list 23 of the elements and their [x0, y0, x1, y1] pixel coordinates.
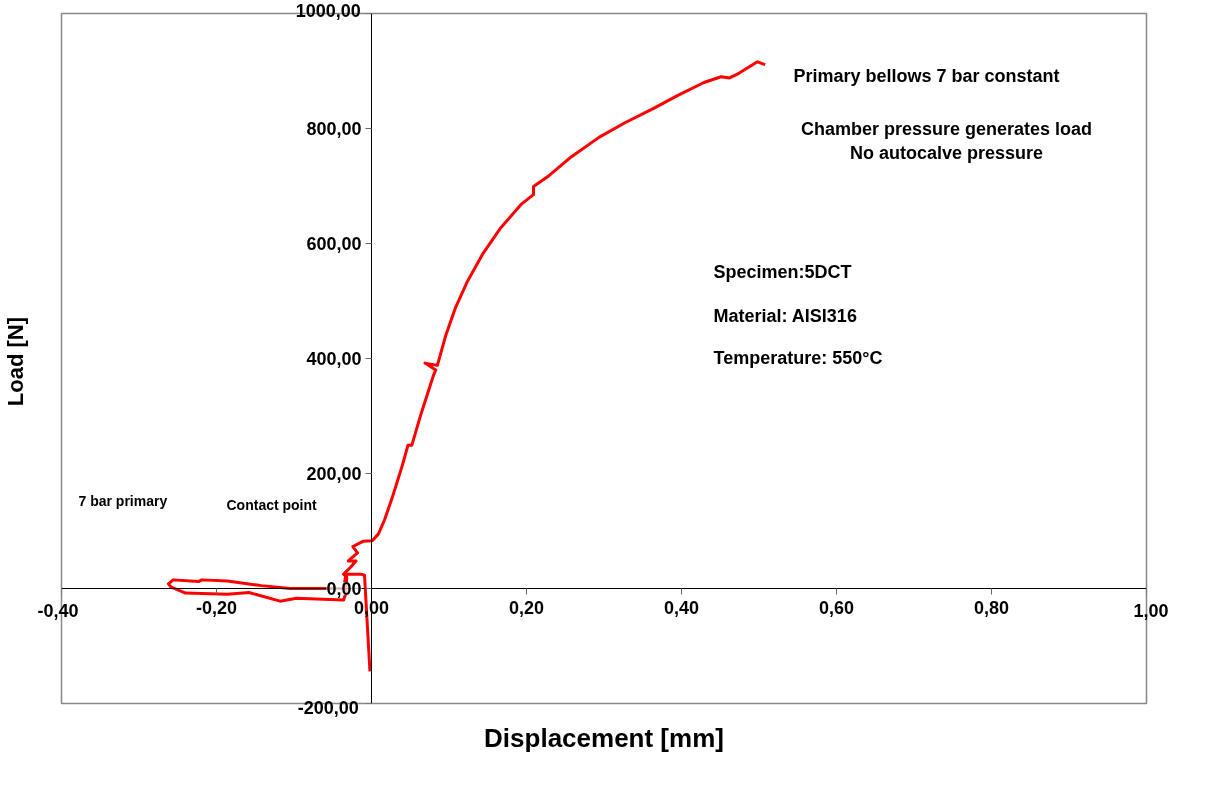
x-tick-label: 0,20	[508, 597, 545, 618]
y-axis-title: Load [N]	[3, 316, 29, 407]
annotation: Temperature: 550°C	[713, 347, 883, 368]
x-tick-label: 0,40	[663, 597, 700, 618]
y-tick-label: 1000,00	[295, 0, 361, 21]
y-tick-label: -200,00	[297, 697, 359, 718]
x-tick-label: 1,00	[1133, 601, 1169, 621]
x-axis-title: Displacement [mm]	[484, 722, 724, 753]
annotation: Chamber pressure generates load	[800, 118, 1093, 139]
x-tick-label: -0,20	[195, 597, 238, 618]
annotation: Specimen:5DCT	[713, 261, 852, 282]
y-tick-label: 200,00	[306, 464, 362, 484]
y-tick-label: 800,00	[306, 119, 362, 139]
x-tick-label: -0,40	[37, 601, 79, 621]
annotation: Contact point	[226, 496, 318, 513]
y-tick-label: 400,00	[306, 349, 362, 369]
annotation: Primary bellows 7 bar constant	[793, 65, 1060, 86]
x-tick-label: 0,80	[973, 597, 1010, 618]
annotation: No autocalve pressure	[849, 142, 1044, 163]
x-tick-label: 0,60	[818, 597, 855, 618]
annotation: 7 bar primary	[78, 492, 168, 509]
y-tick-label: 600,00	[306, 234, 362, 254]
annotation: Material: AISI316	[713, 305, 857, 326]
